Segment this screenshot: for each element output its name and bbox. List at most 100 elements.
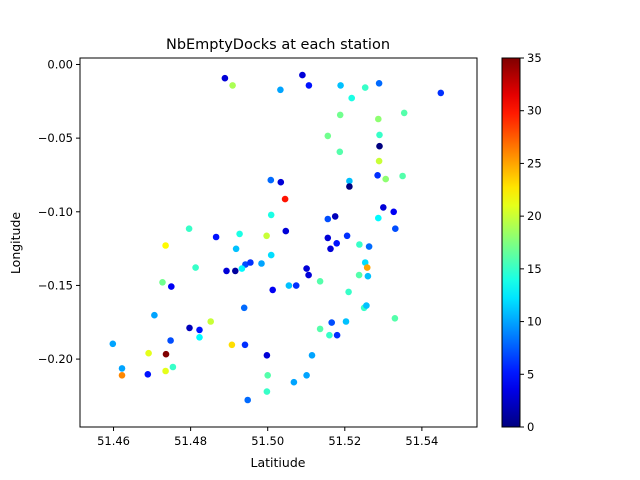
data-point	[333, 331, 341, 339]
y-tick-label: −0.20	[38, 352, 73, 366]
data-point	[333, 240, 341, 247]
y-axis: 0.00 −0.05 −0.10 −0.15 −0.20	[38, 57, 80, 366]
data-point	[303, 372, 310, 379]
data-point	[343, 232, 351, 240]
x-tick-label: 51.54	[405, 434, 438, 448]
data-point	[336, 148, 344, 156]
data-point	[196, 326, 203, 334]
data-point	[212, 233, 220, 241]
data-point	[277, 178, 285, 186]
data-point	[356, 241, 363, 248]
data-point	[364, 272, 372, 280]
data-point	[392, 225, 399, 232]
data-point	[118, 372, 126, 379]
data-point	[263, 352, 271, 359]
data-point	[326, 331, 333, 339]
data-point	[375, 80, 383, 87]
data-point	[336, 111, 344, 119]
colorbar-tick-label: 5	[527, 367, 534, 381]
data-point	[145, 349, 152, 357]
data-point	[400, 109, 408, 117]
colorbar-tick-label: 0	[527, 420, 534, 434]
data-point	[346, 183, 353, 190]
data-point	[365, 243, 373, 250]
points-layer	[109, 71, 445, 404]
data-point	[263, 232, 270, 240]
data-point	[221, 74, 229, 82]
x-axis-label: Latitiude	[251, 455, 306, 470]
data-point	[267, 211, 275, 219]
data-point	[267, 176, 275, 184]
data-point	[236, 230, 243, 238]
data-point	[151, 311, 158, 319]
data-point	[303, 265, 310, 272]
colorbar-tick-label: 10	[527, 315, 542, 329]
data-point	[328, 319, 336, 326]
data-point	[399, 172, 406, 180]
colorbar-tick-label: 35	[527, 51, 542, 65]
data-point	[316, 278, 324, 285]
data-point	[196, 334, 203, 341]
data-point	[168, 283, 175, 290]
data-point	[269, 286, 277, 294]
data-point	[380, 204, 387, 211]
data-point	[331, 213, 339, 220]
y-tick-label: −0.05	[38, 131, 73, 145]
data-point	[324, 215, 332, 223]
data-point	[247, 259, 254, 266]
data-point	[118, 365, 126, 372]
data-point	[264, 372, 272, 379]
chart-title: NbEmptyDocks at each station	[166, 37, 390, 53]
colorbar-tick-label: 15	[527, 262, 542, 276]
data-point	[258, 260, 265, 267]
data-point	[263, 388, 271, 395]
data-point	[144, 371, 152, 378]
data-point	[345, 288, 352, 296]
data-point	[361, 84, 369, 91]
y-tick-label: 0.00	[47, 57, 73, 71]
data-point	[375, 157, 383, 165]
x-tick-label: 51.52	[328, 434, 361, 448]
data-point	[167, 337, 174, 344]
data-point	[324, 132, 332, 140]
y-axis-label: Longitude	[8, 212, 23, 274]
data-point	[159, 279, 166, 286]
data-point	[375, 214, 382, 222]
data-point	[299, 71, 306, 79]
data-point	[223, 267, 230, 275]
x-tick-label: 51.46	[97, 434, 130, 448]
data-point	[240, 304, 248, 312]
data-point	[437, 89, 445, 97]
data-point	[308, 352, 316, 359]
data-point	[109, 340, 117, 348]
data-point	[290, 378, 298, 386]
x-axis: 51.46 51.48 51.50 51.52 51.54	[97, 427, 438, 448]
data-point	[186, 324, 193, 332]
data-point	[169, 363, 177, 371]
data-point	[207, 318, 214, 325]
data-point	[342, 318, 350, 325]
data-point	[229, 82, 236, 89]
data-point	[232, 267, 239, 275]
data-point	[348, 94, 356, 102]
data-point	[267, 251, 275, 259]
data-point	[375, 115, 382, 123]
data-point	[292, 282, 300, 289]
x-tick-label: 51.48	[174, 434, 207, 448]
data-point	[363, 302, 370, 309]
data-point	[363, 264, 371, 271]
colorbar	[501, 57, 521, 428]
data-point	[327, 245, 334, 253]
data-point	[361, 259, 369, 266]
data-point	[346, 177, 353, 185]
data-point	[241, 341, 249, 349]
data-point	[376, 131, 383, 139]
data-point	[324, 234, 332, 242]
colorbar-tick-label: 20	[527, 209, 542, 223]
y-tick-label: −0.10	[38, 205, 73, 219]
data-point	[305, 271, 312, 279]
data-point	[390, 208, 398, 216]
plot-frame	[79, 57, 478, 428]
data-point	[337, 82, 344, 89]
